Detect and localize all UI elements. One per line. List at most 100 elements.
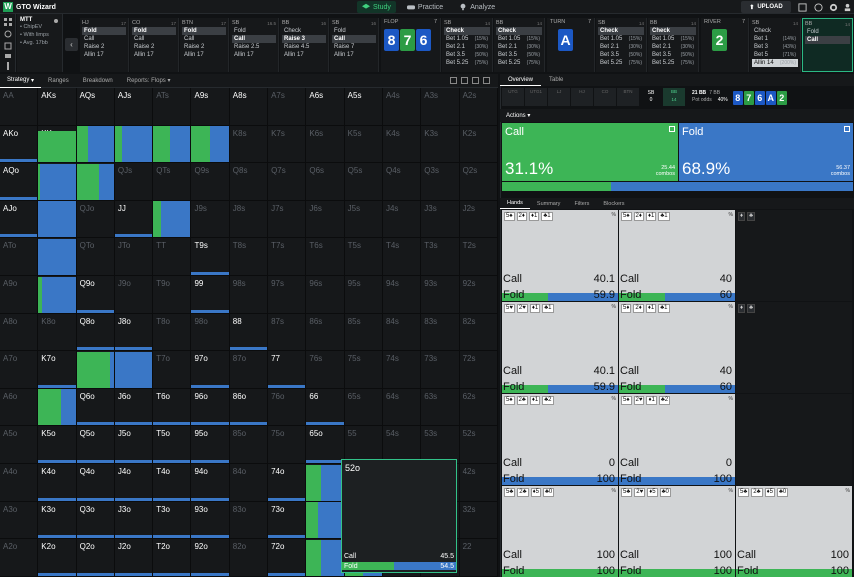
- range-cell[interactable]: ATo: [0, 238, 39, 276]
- action-option[interactable]: Raise 7: [332, 43, 376, 51]
- action-option[interactable]: Allin 17: [282, 51, 326, 59]
- range-cell[interactable]: T5s: [344, 238, 383, 276]
- combo-cell[interactable]: 5♥ 2♥ ♦1 ♣1% Call 40.1 Fold 59.9: [502, 302, 618, 393]
- range-cell[interactable]: KK: [38, 125, 77, 164]
- seat-lj[interactable]: LJ: [548, 88, 570, 106]
- action-option[interactable]: Bet 5.25 (75%): [444, 59, 490, 67]
- game-settings[interactable]: MTT • ChipEV • With limps • Avg. 17bb: [17, 14, 63, 72]
- action-option[interactable]: Call: [182, 35, 226, 43]
- action-option[interactable]: Fold: [805, 28, 850, 36]
- range-cell[interactable]: 87s: [268, 313, 307, 352]
- action-option[interactable]: Bet 5 (71%): [752, 51, 798, 59]
- range-cell[interactable]: K8s: [229, 125, 269, 164]
- street-action-column[interactable]: SB 14 Check Bet 1.05 (15%) Bet 2.1 (30%) Bet 3.…: [442, 18, 493, 72]
- range-cell[interactable]: T8s: [229, 238, 269, 276]
- action-option[interactable]: Bet 2.1 (30%): [598, 43, 644, 51]
- action-option[interactable]: Fold: [82, 27, 126, 35]
- range-cell[interactable]: AQs: [76, 88, 115, 126]
- range-cell[interactable]: K2s: [459, 125, 498, 164]
- range-cell[interactable]: 99: [191, 275, 230, 314]
- range-cell[interactable]: QTs: [153, 163, 192, 201]
- range-cell[interactable]: Q3s: [421, 163, 460, 201]
- range-cell[interactable]: K9s: [191, 125, 230, 164]
- range-cell[interactable]: 94o: [191, 463, 230, 502]
- action-option[interactable]: Bet 5.25 (75%): [496, 59, 542, 67]
- range-cell[interactable]: 92o: [191, 539, 230, 577]
- action-option[interactable]: Bet 1.05 (15%): [496, 35, 542, 43]
- action-option[interactable]: Bet 3.5 (50%): [496, 51, 542, 59]
- action-option[interactable]: Check: [496, 27, 542, 35]
- range-cell[interactable]: AKs: [38, 88, 77, 126]
- action-option[interactable]: Call: [332, 35, 376, 43]
- nav-study[interactable]: Study: [357, 1, 396, 13]
- range-cell[interactable]: Q5s: [344, 163, 383, 201]
- range-cell[interactable]: T2s: [459, 238, 498, 276]
- range-cell[interactable]: 93s: [421, 275, 460, 314]
- range-cell[interactable]: K5o: [38, 426, 77, 464]
- range-cell[interactable]: 97o: [191, 351, 230, 389]
- range-cell[interactable]: K6o: [38, 388, 77, 427]
- range-cell[interactable]: AA: [0, 88, 39, 126]
- range-cell[interactable]: 98s: [229, 275, 269, 314]
- action-option[interactable]: Fold: [332, 27, 376, 35]
- range-cell[interactable]: 84o: [229, 463, 269, 502]
- range-cell[interactable]: 95o: [191, 426, 230, 464]
- nav-practice[interactable]: Practice: [402, 1, 448, 13]
- range-cell[interactable]: A7s: [268, 88, 307, 126]
- tab-strategy[interactable]: Strategy ▾: [0, 74, 42, 88]
- seat-btn[interactable]: BTN: [617, 88, 639, 106]
- range-cell[interactable]: A2s: [459, 88, 498, 126]
- street-action-column[interactable]: SB 14 Check Bet 1 (14%) Bet 3 (43%) Bet 5 (71%) A…: [750, 18, 801, 72]
- range-cell[interactable]: JTs: [153, 200, 192, 239]
- range-cell[interactable]: A3s: [421, 88, 460, 126]
- combo-cell[interactable]: ♦ ♣: [736, 302, 852, 393]
- range-cell[interactable]: 88: [229, 313, 269, 352]
- combo-cell[interactable]: [736, 394, 852, 485]
- action-option[interactable]: Fold: [232, 27, 276, 35]
- range-cell[interactable]: Q6s: [306, 163, 345, 201]
- user-icon[interactable]: [842, 2, 852, 12]
- range-cell[interactable]: J8o: [114, 313, 154, 352]
- range-cell[interactable]: TT: [153, 238, 192, 276]
- action-option[interactable]: Check: [444, 27, 490, 35]
- range-cell[interactable]: A2o: [0, 539, 39, 577]
- range-cell[interactable]: JTo: [114, 238, 154, 276]
- seat-co[interactable]: CO: [594, 88, 616, 106]
- action-option[interactable]: Bet 1.05 (15%): [444, 35, 490, 43]
- range-cell[interactable]: K2o: [38, 539, 77, 577]
- range-cell[interactable]: 87o: [229, 351, 269, 389]
- combo-cell[interactable]: 5♠ 2♦ ♦1 ♣1% Call 40 Fold 60: [619, 210, 735, 301]
- range-cell[interactable]: J7s: [268, 200, 307, 239]
- range-cell[interactable]: J6o: [114, 388, 154, 427]
- print-icon[interactable]: [450, 77, 457, 84]
- tab-hands[interactable]: Hands: [500, 198, 530, 209]
- combo-cell[interactable]: 5♣ 2♣ ♦5 ♣0% Call 100 Fold 100: [502, 486, 618, 577]
- range-cell[interactable]: K6s: [306, 125, 345, 164]
- range-cell[interactable]: Q7s: [268, 163, 307, 201]
- range-cell[interactable]: T8o: [153, 313, 192, 352]
- range-cell[interactable]: KQs: [76, 125, 115, 164]
- range-cell[interactable]: 65s: [344, 388, 383, 427]
- range-cell[interactable]: K7s: [268, 125, 307, 164]
- range-cell[interactable]: A9o: [0, 275, 39, 314]
- tab-breakdown[interactable]: Breakdown: [82, 77, 113, 84]
- range-cell[interactable]: 92s: [459, 275, 498, 314]
- position-column-bb[interactable]: BB 16 Check Raise 3 Raise 4.5 Allin 17: [280, 18, 329, 72]
- range-cell[interactable]: AJo: [0, 200, 39, 239]
- action-option[interactable]: Raise 2: [82, 43, 126, 51]
- range-cell[interactable]: T6o: [153, 388, 192, 427]
- range-cell[interactable]: J8s: [229, 200, 269, 239]
- action-option[interactable]: Fold: [132, 27, 176, 35]
- range-cell[interactable]: A9s: [191, 88, 230, 126]
- action-option[interactable]: Check: [598, 27, 644, 35]
- range-cell[interactable]: A4s: [382, 88, 422, 126]
- range-cell[interactable]: 62s: [459, 388, 498, 427]
- position-column-sb[interactable]: SB 16 Fold Call Raise 7 Allin 17: [330, 18, 379, 72]
- range-cell[interactable]: 66: [306, 388, 345, 427]
- seat-utg1[interactable]: UTG1: [525, 88, 547, 106]
- list-view-icon[interactable]: [483, 77, 490, 84]
- action-option[interactable]: Allin 17: [332, 51, 376, 59]
- range-cell[interactable]: AKo: [0, 125, 39, 164]
- range-cell[interactable]: A5o: [0, 426, 39, 464]
- range-cell[interactable]: KQo: [38, 163, 77, 201]
